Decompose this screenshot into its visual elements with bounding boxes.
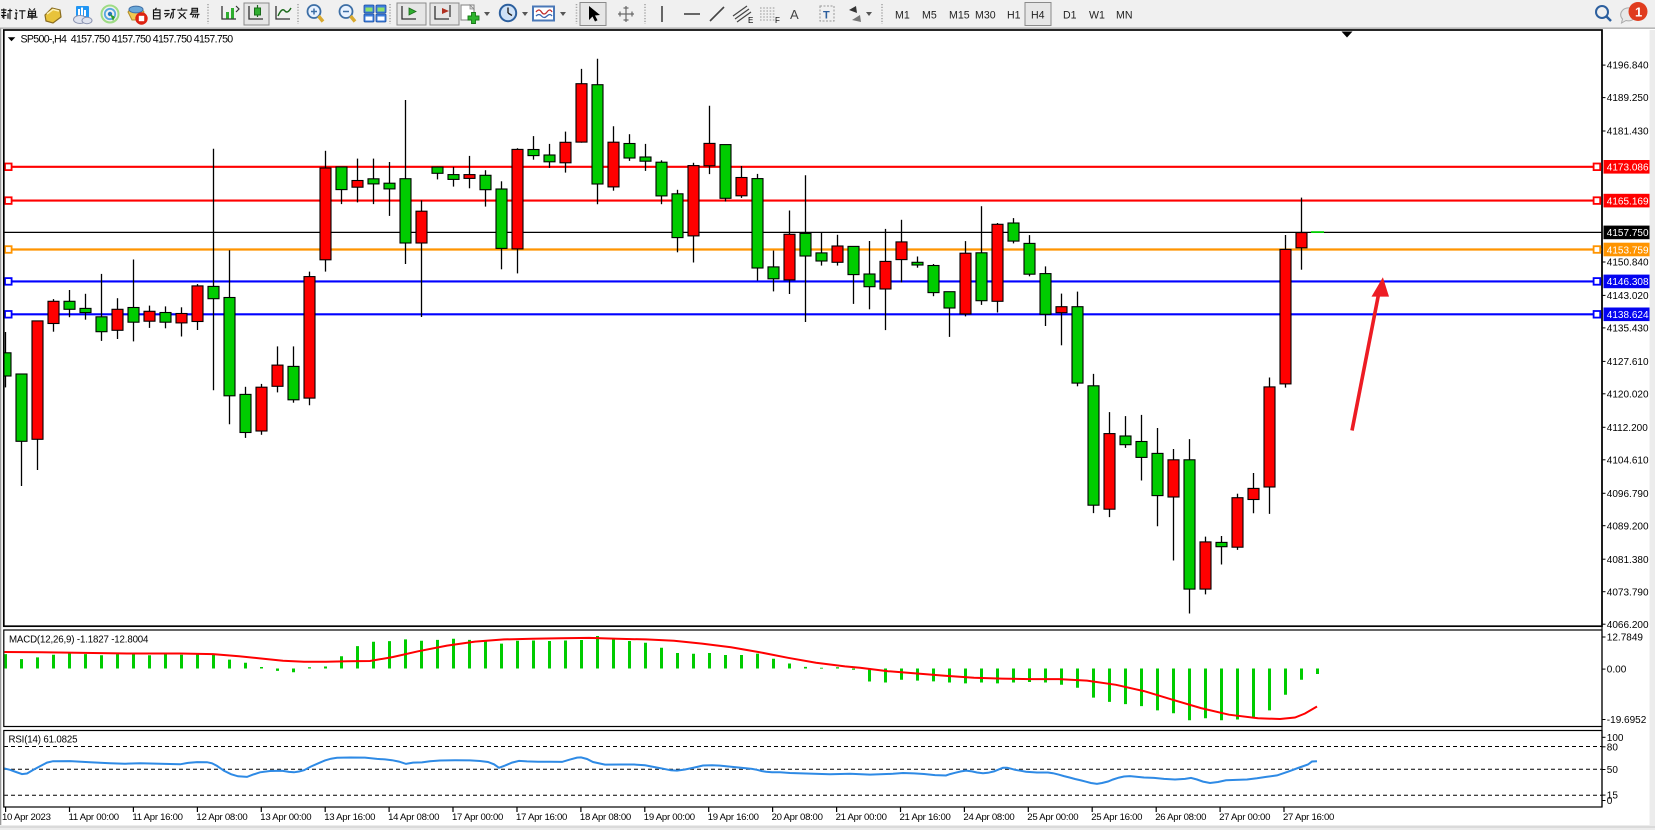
svg-text:SP500-,H4 4157.750 4157.750 4: SP500-,H4 4157.750 4157.750 4157.750 415… — [21, 34, 234, 46]
svg-text:11 Apr 16:00: 11 Apr 16:00 — [132, 812, 182, 823]
svg-text:M30: M30 — [975, 10, 996, 22]
svg-text:25 Apr 16:00: 25 Apr 16:00 — [1091, 812, 1142, 823]
svg-text:21 Apr 16:00: 21 Apr 16:00 — [900, 812, 951, 823]
svg-text:4196.840: 4196.840 — [1607, 61, 1649, 72]
svg-text:13 Apr 16:00: 13 Apr 16:00 — [324, 812, 375, 823]
svg-text:17 Apr 16:00: 17 Apr 16:00 — [516, 812, 567, 823]
svg-text:17 Apr 00:00: 17 Apr 00:00 — [452, 812, 503, 823]
svg-text:10 Apr 2023: 10 Apr 2023 — [2, 812, 51, 823]
svg-text:MACD(12,26,9) -1.1827 -12.8004: MACD(12,26,9) -1.1827 -12.8004 — [9, 635, 149, 646]
svg-text:4157.750: 4157.750 — [1607, 228, 1649, 239]
svg-text:4073.790: 4073.790 — [1607, 587, 1649, 598]
svg-text:RSI(14) 61.0825: RSI(14) 61.0825 — [9, 734, 78, 745]
svg-text:20 Apr 08:00: 20 Apr 08:00 — [772, 812, 823, 823]
svg-text:27 Apr 00:00: 27 Apr 00:00 — [1219, 812, 1270, 823]
svg-text:19 Apr 16:00: 19 Apr 16:00 — [708, 812, 759, 823]
svg-text:50: 50 — [1607, 765, 1619, 776]
svg-text:4104.610: 4104.610 — [1607, 455, 1649, 466]
svg-text:19 Apr 00:00: 19 Apr 00:00 — [644, 812, 695, 823]
svg-text:4181.430: 4181.430 — [1607, 127, 1649, 138]
svg-text:27 Apr 16:00: 27 Apr 16:00 — [1283, 812, 1334, 823]
svg-text:100: 100 — [1607, 733, 1624, 744]
svg-text:4089.200: 4089.200 — [1607, 521, 1649, 532]
svg-text:0.00: 0.00 — [1607, 665, 1627, 676]
svg-text:4120.020: 4120.020 — [1607, 389, 1649, 400]
svg-text:MN: MN — [1116, 10, 1132, 22]
svg-text:0: 0 — [1607, 796, 1613, 807]
svg-text:15: 15 — [1607, 791, 1619, 802]
svg-text:-19.6952: -19.6952 — [1607, 715, 1647, 726]
svg-text:T: T — [823, 10, 830, 22]
svg-text:E: E — [748, 16, 753, 25]
svg-text:M5: M5 — [922, 10, 937, 22]
svg-text:F: F — [775, 16, 780, 25]
svg-text:M1: M1 — [895, 10, 910, 22]
svg-text:D1: D1 — [1063, 10, 1077, 22]
svg-text:21 Apr 00:00: 21 Apr 00:00 — [836, 812, 887, 823]
svg-text:4153.759: 4153.759 — [1607, 245, 1649, 256]
svg-text:13 Apr 00:00: 13 Apr 00:00 — [260, 812, 311, 823]
svg-text:26 Apr 08:00: 26 Apr 08:00 — [1155, 812, 1206, 823]
svg-text:4096.790: 4096.790 — [1607, 489, 1649, 500]
svg-text:4146.308: 4146.308 — [1607, 277, 1649, 288]
svg-text:H1: H1 — [1007, 10, 1021, 22]
svg-text:14 Apr 08:00: 14 Apr 08:00 — [388, 812, 439, 823]
svg-text:H4: H4 — [1031, 10, 1045, 22]
svg-text:4135.430: 4135.430 — [1607, 324, 1649, 335]
svg-text:4165.169: 4165.169 — [1607, 196, 1649, 207]
svg-text:4143.020: 4143.020 — [1607, 291, 1649, 302]
svg-text:12.7849: 12.7849 — [1607, 633, 1644, 644]
svg-text:4150.840: 4150.840 — [1607, 258, 1649, 269]
svg-text:12 Apr 08:00: 12 Apr 08:00 — [196, 812, 247, 823]
svg-text:M15: M15 — [949, 10, 970, 22]
svg-text:18 Apr 08:00: 18 Apr 08:00 — [580, 812, 631, 823]
svg-text:4081.380: 4081.380 — [1607, 555, 1649, 566]
svg-text:80: 80 — [1607, 742, 1619, 753]
svg-text:4066.200: 4066.200 — [1607, 620, 1649, 631]
svg-text:25 Apr 00:00: 25 Apr 00:00 — [1027, 812, 1078, 823]
svg-text:A: A — [790, 7, 799, 22]
svg-text:11 Apr 00:00: 11 Apr 00:00 — [69, 812, 119, 823]
svg-text:4189.250: 4189.250 — [1607, 93, 1649, 104]
svg-text:4112.200: 4112.200 — [1607, 423, 1648, 434]
svg-text:24 Apr 08:00: 24 Apr 08:00 — [963, 812, 1014, 823]
svg-text:1: 1 — [1635, 5, 1642, 20]
svg-text:4127.610: 4127.610 — [1607, 357, 1649, 368]
svg-text:4173.086: 4173.086 — [1607, 163, 1649, 174]
svg-text:4138.624: 4138.624 — [1607, 310, 1649, 321]
svg-text:W1: W1 — [1089, 10, 1105, 22]
